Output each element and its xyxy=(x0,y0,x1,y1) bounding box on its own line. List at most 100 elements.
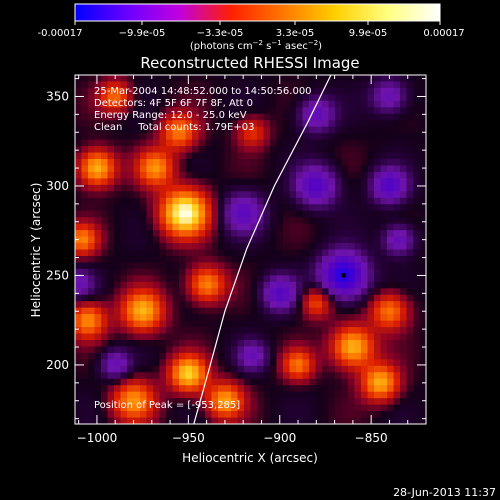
heatmap-cell xyxy=(224,217,232,225)
heatmap-cell xyxy=(192,398,200,406)
heatmap-cell xyxy=(120,346,128,354)
heatmap-cell xyxy=(218,171,226,179)
heatmap-cell xyxy=(179,301,187,309)
heatmap-cell xyxy=(309,126,317,134)
heatmap-cell xyxy=(198,223,206,231)
heatmap-cell xyxy=(88,339,96,348)
heatmap-cell xyxy=(185,275,193,283)
chart-title: Reconstructed RHESSI Image xyxy=(140,54,359,72)
heatmap-cell xyxy=(400,146,408,154)
heatmap-cell xyxy=(192,404,200,412)
heatmap-cell xyxy=(387,301,395,309)
heatmap-cell xyxy=(296,411,304,419)
heatmap-cell xyxy=(127,281,135,289)
heatmap-cell xyxy=(94,100,102,108)
heatmap-cell xyxy=(172,359,180,367)
heatmap-cell xyxy=(88,288,96,296)
heatmap-cell xyxy=(88,178,96,186)
heatmap-cell xyxy=(107,243,115,251)
heatmap-cell xyxy=(179,391,187,399)
heatmap-cell xyxy=(101,133,109,141)
heatmap-cell xyxy=(250,100,258,108)
heatmap-cell xyxy=(302,372,310,380)
heatmap-cell xyxy=(211,146,219,154)
heatmap-cell xyxy=(419,133,426,141)
heatmap-cell xyxy=(205,191,213,199)
heatmap-cell xyxy=(309,204,317,212)
heatmap-cell xyxy=(198,294,206,302)
heatmap-cell xyxy=(94,385,102,393)
heatmap-cell xyxy=(153,339,161,348)
heatmap-cell xyxy=(335,223,343,231)
heatmap-cell xyxy=(198,152,206,160)
heatmap-cell xyxy=(322,191,330,199)
heatmap-cell xyxy=(380,275,388,283)
heatmap-cell xyxy=(211,113,219,121)
heatmap-cell xyxy=(218,210,226,218)
heatmap-cell xyxy=(400,275,408,283)
heatmap-cell xyxy=(224,275,232,283)
heatmap-cell xyxy=(406,417,414,424)
heatmap-cell xyxy=(322,113,330,121)
heatmap-cell xyxy=(419,385,426,393)
heatmap-cell xyxy=(120,372,128,380)
heatmap-cell xyxy=(224,281,232,289)
heatmap-cell xyxy=(205,126,213,134)
heatmap-cell xyxy=(75,87,83,95)
heatmap-cell xyxy=(172,255,180,264)
heatmap-cell xyxy=(302,352,310,360)
heatmap-cell xyxy=(322,365,330,373)
heatmap-cell xyxy=(276,81,284,89)
heatmap-cell xyxy=(192,81,200,89)
heatmap-cell xyxy=(289,314,297,322)
heatmap-cell xyxy=(153,165,161,173)
heatmap-cell xyxy=(172,87,180,95)
heatmap-cell xyxy=(179,288,187,296)
heatmap-cell xyxy=(107,120,115,128)
heatmap-cell xyxy=(406,223,414,231)
heatmap-cell xyxy=(341,107,349,115)
heatmap-cell xyxy=(159,352,167,360)
heatmap-cell xyxy=(335,391,343,399)
heatmap-cell xyxy=(218,204,226,212)
heatmap-cell xyxy=(289,398,297,406)
heatmap-cell xyxy=(185,255,193,264)
heatmap-cell xyxy=(341,307,349,315)
heatmap-cell xyxy=(354,275,362,283)
heatmap-cell xyxy=(328,411,336,419)
heatmap-cell xyxy=(387,107,395,115)
heatmap-cell xyxy=(218,133,226,141)
heatmap-cell xyxy=(257,294,265,302)
heatmap-cell xyxy=(166,346,174,354)
heatmap-cell xyxy=(406,398,414,406)
heatmap-cell xyxy=(153,81,161,89)
heatmap-cell xyxy=(101,87,109,95)
heatmap-cell xyxy=(387,223,395,231)
heatmap-cell xyxy=(361,81,369,89)
heatmap-cell xyxy=(289,391,297,399)
heatmap-cell xyxy=(400,352,408,360)
heatmap-cell xyxy=(237,171,245,179)
heatmap-cell xyxy=(75,100,83,108)
heatmap-cell xyxy=(367,204,375,212)
heatmap-cell xyxy=(127,120,135,128)
heatmap-cell xyxy=(146,365,154,373)
heatmap-cell xyxy=(146,378,154,386)
heatmap-cell xyxy=(120,223,128,231)
heatmap-cell xyxy=(354,94,362,102)
heatmap-cell xyxy=(114,75,122,83)
heatmap-cell xyxy=(257,217,265,225)
heatmap-cell xyxy=(120,217,128,225)
heatmap-cell xyxy=(276,210,284,218)
heatmap-cell xyxy=(133,204,141,212)
heatmap-cell xyxy=(309,243,317,251)
heatmap-cell xyxy=(172,191,180,199)
heatmap-cell xyxy=(270,75,278,83)
heatmap-cell xyxy=(289,75,297,83)
heatmap-cell xyxy=(94,230,102,238)
heatmap-cell xyxy=(153,236,161,244)
heatmap-cell xyxy=(263,288,271,296)
heatmap-cell xyxy=(250,378,258,386)
y-tick-label: 350 xyxy=(46,89,69,103)
heatmap-cell xyxy=(367,217,375,225)
